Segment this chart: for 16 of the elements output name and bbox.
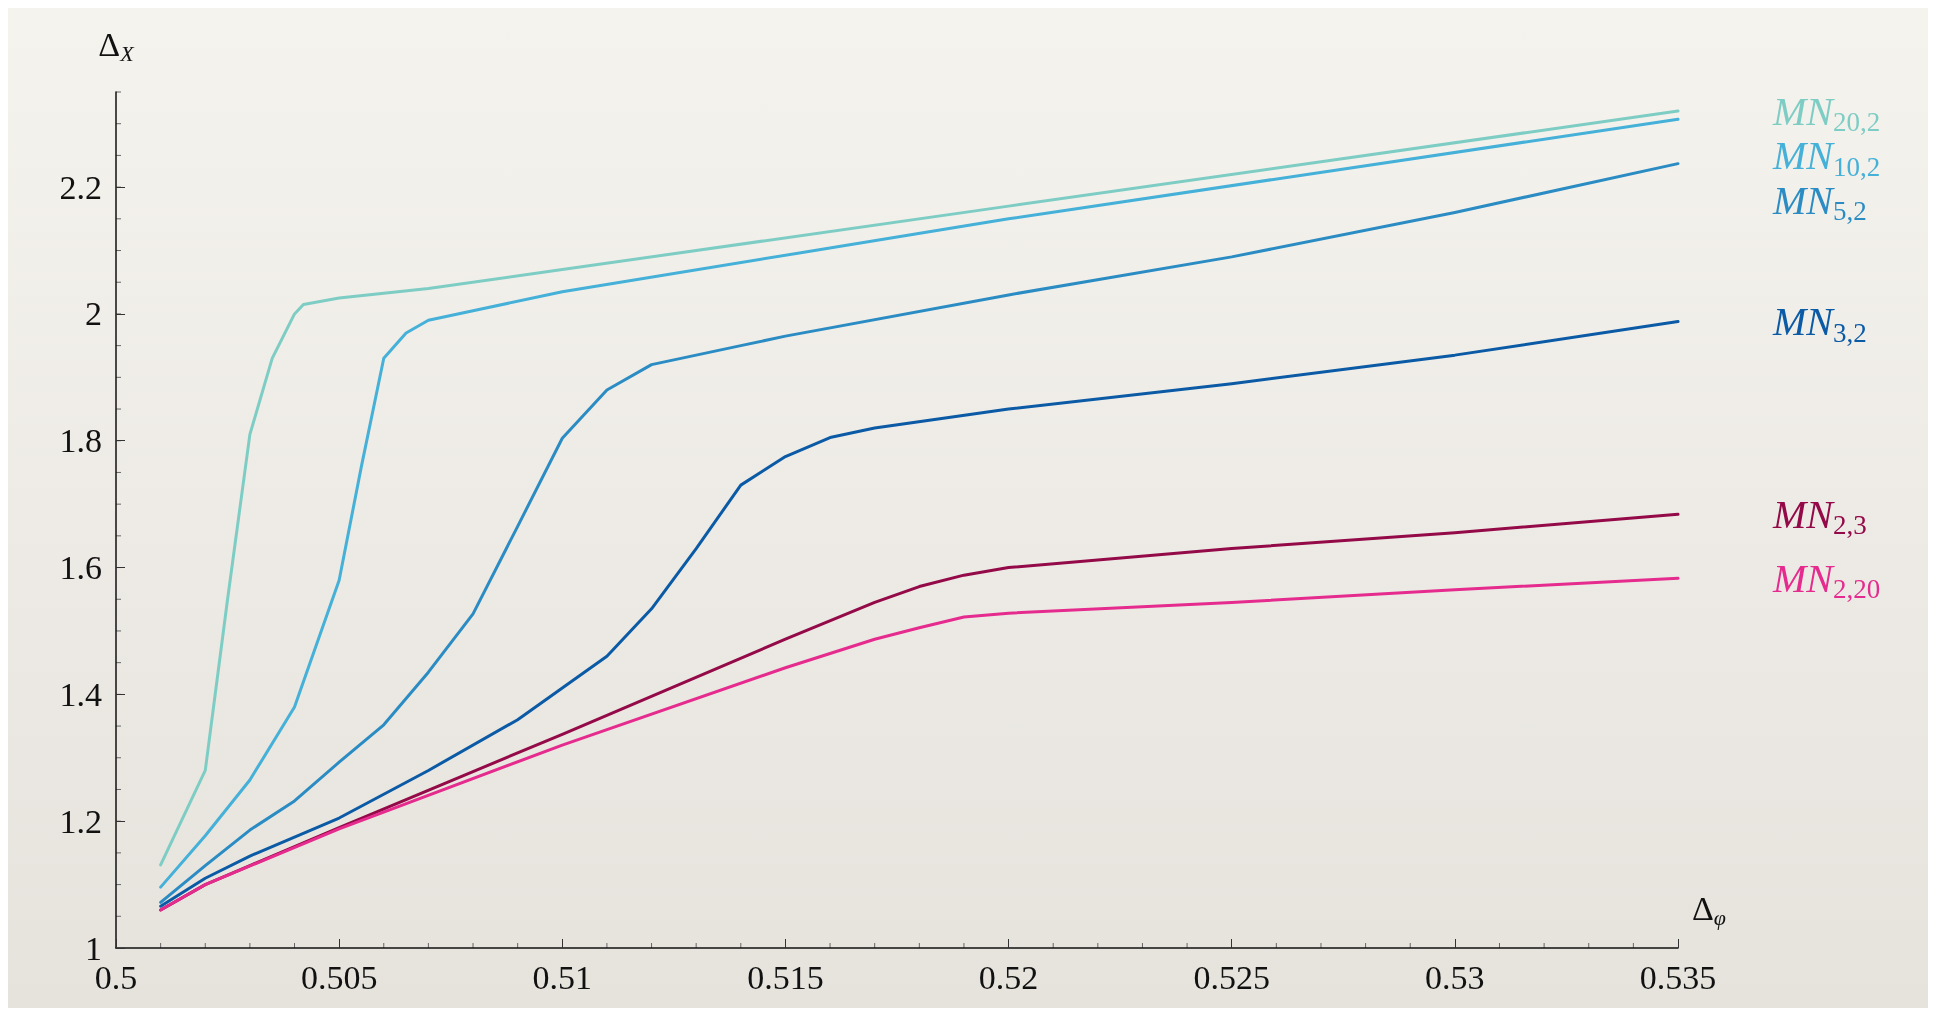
x-tick-label: 0.52: [978, 958, 1039, 996]
x-tick-label: 0.53: [1425, 958, 1485, 996]
line-series: [159, 576, 1680, 912]
y-tick-label: 1.4: [59, 675, 102, 713]
y-tick-label: 1.6: [59, 549, 102, 587]
y-tick-label: 2: [85, 295, 102, 333]
x-tick-label: 0.51: [532, 958, 593, 996]
x-tick-label: 0.505: [300, 958, 378, 996]
y-tick-label: 1: [85, 929, 102, 967]
x-tick-label: 0.515: [747, 958, 824, 996]
y-tick-label: 1.2: [59, 802, 102, 840]
line-series: [159, 320, 1680, 908]
y-tick-label: 1.8: [59, 422, 102, 460]
y-tick-label: 2.2: [59, 168, 102, 206]
x-tick-label: 0.525: [1193, 958, 1270, 996]
x-tick-label: 0.535: [1639, 958, 1717, 996]
